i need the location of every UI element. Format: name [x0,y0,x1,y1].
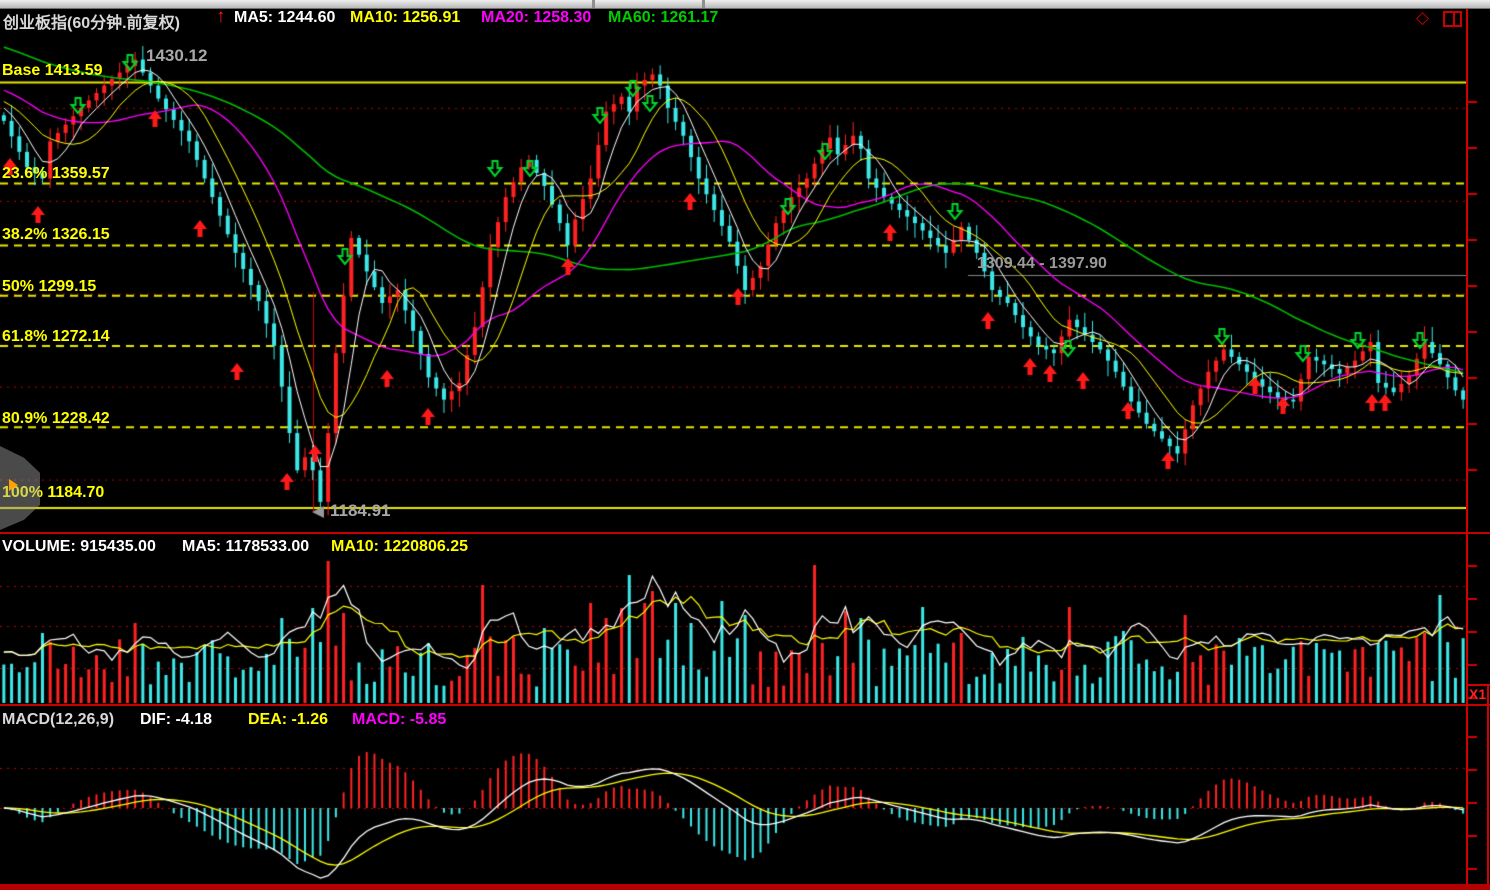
window-layout-icon[interactable] [1443,11,1462,27]
instrument-title: 创业板指(60分钟.前复权) [3,15,180,32]
volume-readout: VOLUME: 915435.00 [2,538,156,555]
low-price-label: 1184.91 [330,501,391,520]
panel-divider [0,532,1490,534]
expand-arrow-icon [9,479,18,491]
scale-indicator-box-line [1466,684,1490,686]
dea-readout: DEA: -1.26 [248,711,329,728]
fib-label-50: 50% 1299.15 [2,278,97,295]
measure-range-label: 1309.44 - 1397.90 [977,255,1107,272]
toolbar-separator [702,0,705,8]
window-layout-icon-pane [1453,13,1455,25]
dif-readout: DIF: -4.18 [140,711,213,728]
toolbar-separator [592,0,595,8]
fib-label-809: 80.9% 1228.42 [2,410,110,427]
diamond-icon[interactable]: ◇ [1416,8,1430,27]
fib-label-base: Base 1413.59 [2,62,103,79]
price-axis-line [1466,8,1468,884]
volume-ma5-readout: MA5: 1178533.00 [182,538,310,555]
fib-label-236: 23.6% 1359.57 [2,165,110,182]
ma5-readout: MA5: 1244.60 [234,9,336,26]
high-price-label: 1430.12 [146,46,208,65]
toolbar-edge [0,0,1490,9]
ma60-readout: MA60: 1261.17 [608,9,719,26]
panel-divider [0,704,1490,706]
macd-params-readout: MACD(12,26,9) [2,711,115,728]
fib-label-382: 38.2% 1326.15 [2,226,110,243]
scale-indicator[interactable]: X1 [1469,686,1487,702]
macd-readout: MACD: -5.85 [352,711,447,728]
bottom-border [0,884,1490,890]
trend-up-arrow-icon: ↑ [216,6,226,27]
ma10-readout: MA10: 1256.91 [350,9,461,26]
ma20-readout: MA20: 1258.30 [481,9,592,26]
fib-label-100: 100% 1184.70 [2,484,105,501]
fib-label-618: 61.8% 1272.14 [2,328,110,345]
volume-ma10-readout: MA10: 1220806.25 [331,538,468,555]
right-border [1487,686,1489,884]
